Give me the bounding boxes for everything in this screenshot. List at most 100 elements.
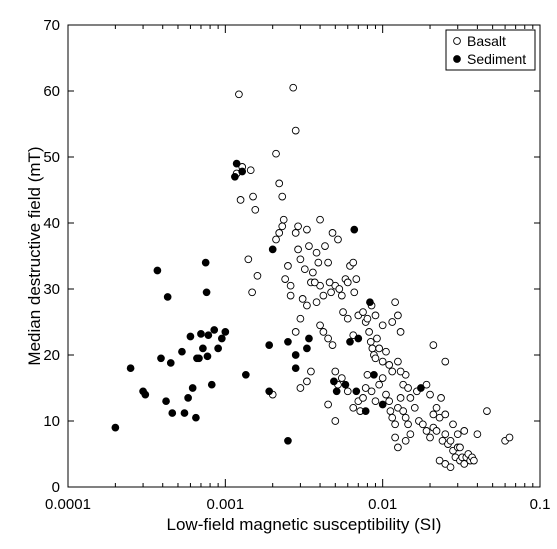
basalt-point — [324, 258, 332, 267]
basalt-point — [401, 413, 410, 422]
sediment-point — [126, 364, 135, 373]
basalt-point — [291, 126, 300, 135]
basalt-point — [371, 311, 380, 320]
basalt-point — [303, 301, 311, 310]
x-tick-label: 0.0001 — [45, 496, 91, 513]
y-tick-label: 0 — [52, 479, 60, 496]
basalt-point — [388, 367, 397, 376]
basalt-point — [343, 387, 352, 396]
basalt-point — [251, 205, 260, 214]
basalt-point — [437, 394, 445, 402]
basalt-point — [366, 337, 375, 346]
basalt-point — [300, 265, 309, 274]
basalt-point — [352, 275, 361, 283]
sediment-point — [111, 423, 120, 432]
legend: Basalt Sediment — [445, 29, 536, 71]
sediment-point — [201, 258, 210, 267]
sediment-point — [303, 344, 311, 353]
basalt-point — [363, 370, 372, 379]
y-tick-label: 40 — [43, 215, 60, 232]
basalt-point — [249, 192, 257, 201]
basalt-point — [426, 390, 434, 399]
basalt-point — [343, 314, 352, 323]
sediment-point — [305, 334, 313, 343]
basalt-point — [289, 83, 298, 92]
basalt-point — [275, 179, 284, 188]
basalt-point — [401, 436, 410, 445]
basalt-point — [438, 436, 447, 445]
basalt-point — [483, 407, 491, 415]
basalt-point — [334, 235, 342, 244]
sediment-point — [203, 352, 212, 361]
basalt-point — [316, 215, 324, 224]
basalt-point — [296, 384, 305, 392]
sediment-point — [195, 354, 203, 363]
basalt-point — [272, 149, 280, 158]
sediment-point — [361, 407, 370, 415]
basalt-point — [426, 433, 434, 442]
sediment-point — [417, 384, 425, 392]
basalt-point — [456, 443, 464, 452]
sediment-point — [214, 344, 222, 353]
basalt-point — [435, 456, 444, 465]
sediment-point — [265, 341, 274, 349]
sediment-point — [284, 436, 292, 445]
basalt-point — [394, 443, 402, 452]
sediment-point — [202, 288, 211, 297]
basalt-point — [385, 397, 394, 406]
sediment-point — [210, 326, 219, 334]
basalt-point — [394, 357, 402, 366]
sediment-point — [153, 266, 162, 275]
basalt-point — [312, 248, 321, 257]
basalt-point — [432, 403, 441, 412]
basalt-point — [441, 357, 450, 366]
basalt-point — [337, 374, 346, 382]
basalt-point — [410, 403, 419, 412]
basalt-point — [378, 321, 387, 330]
sediment-point — [291, 364, 300, 373]
sediment-point — [231, 172, 239, 181]
sediment-point — [162, 397, 170, 406]
y-tick-label: 70 — [43, 17, 60, 34]
basalt-point — [294, 222, 302, 231]
basalt-point — [388, 413, 397, 422]
sediment-point — [197, 330, 205, 338]
basalt-point — [298, 295, 307, 303]
basalt-point — [335, 285, 344, 293]
sediment-point — [207, 380, 216, 389]
sediment-point — [238, 167, 247, 176]
basalt-point — [418, 420, 427, 429]
basalt-point — [331, 367, 340, 376]
basalt-point — [378, 357, 387, 366]
basalt-point — [281, 275, 290, 283]
sediment-point — [166, 359, 175, 367]
basalt-point — [441, 410, 450, 419]
legend-marker-sediment — [453, 55, 461, 63]
basalt-point — [429, 341, 438, 349]
basalt-point — [375, 344, 384, 353]
basalt-point — [406, 430, 415, 439]
basalt-point — [394, 311, 402, 320]
basalt-point — [375, 380, 384, 389]
sediment-point — [221, 328, 230, 336]
basalt-point — [449, 420, 457, 429]
basalt-point — [382, 347, 390, 356]
basalt-point — [248, 288, 256, 297]
sediment-point — [378, 400, 387, 409]
legend-label-sediment: Sediment — [467, 51, 526, 67]
legend-label-basalt: Basalt — [467, 33, 506, 49]
sediment-point — [241, 370, 250, 379]
basalt-point — [359, 308, 367, 316]
x-axis-label: Low-field magnetic susceptibility (SI) — [167, 515, 442, 534]
basalt-point — [253, 271, 262, 280]
basalt-point — [363, 314, 372, 323]
basalt-point — [359, 394, 367, 402]
basalt-point — [361, 384, 370, 392]
basalt-point — [325, 278, 334, 287]
basalt-point — [350, 288, 359, 297]
basalt-point — [294, 245, 302, 254]
basalt-point — [446, 463, 455, 472]
basalt-point — [422, 427, 431, 435]
basalt-point — [429, 410, 438, 419]
